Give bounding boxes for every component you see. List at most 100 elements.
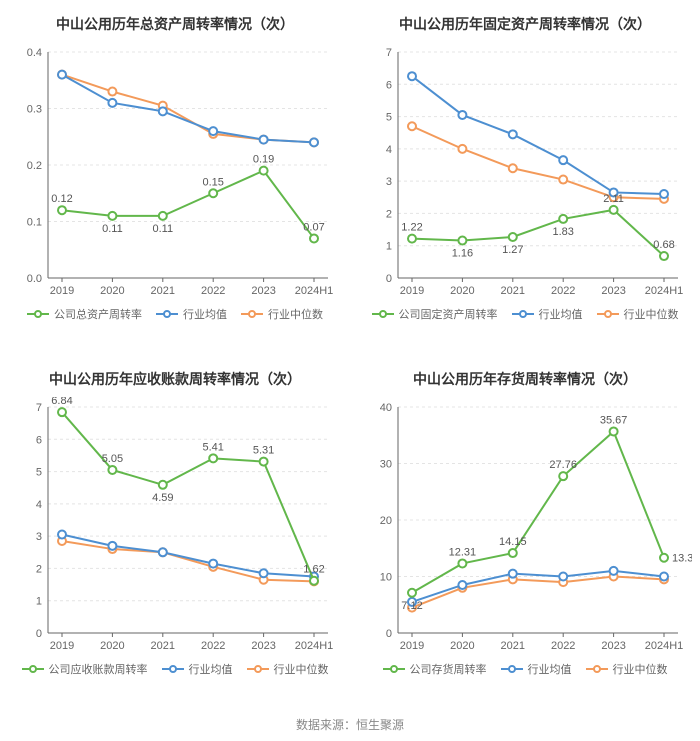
legend-item: 行业中位数	[247, 661, 329, 677]
legend-item: 行业中位数	[241, 306, 323, 322]
legend-label: 公司总资产周转率	[54, 306, 142, 322]
svg-text:27.76: 27.76	[549, 459, 577, 471]
svg-text:0.15: 0.15	[202, 176, 223, 188]
legend-marker-icon	[383, 663, 405, 675]
svg-text:5.31: 5.31	[253, 445, 274, 457]
svg-text:2023: 2023	[601, 285, 625, 297]
svg-text:14.15: 14.15	[499, 536, 527, 548]
svg-text:6: 6	[36, 434, 42, 446]
svg-text:2020: 2020	[450, 640, 474, 652]
svg-text:2024H1: 2024H1	[295, 285, 334, 297]
svg-text:5: 5	[386, 112, 392, 124]
legend-item: 行业均值	[512, 306, 583, 322]
legend-label: 行业中位数	[624, 306, 679, 322]
svg-text:12.31: 12.31	[449, 546, 477, 558]
svg-text:2022: 2022	[551, 285, 575, 297]
svg-text:2024H1: 2024H1	[295, 640, 334, 652]
svg-text:35.67: 35.67	[600, 414, 628, 426]
source-text: 数据来源：恒生聚源	[0, 710, 700, 741]
svg-text:2023: 2023	[601, 640, 625, 652]
svg-text:7.12: 7.12	[401, 600, 422, 612]
legend-marker-icon	[586, 663, 608, 675]
legend-label: 行业均值	[539, 306, 583, 322]
svg-text:0.1: 0.1	[27, 217, 42, 229]
svg-text:1.22: 1.22	[401, 222, 422, 234]
plot-area: 01234567201920202021202220232024H11.221.…	[358, 42, 692, 302]
svg-text:0: 0	[386, 628, 392, 640]
legend-item: 公司总资产周转率	[27, 306, 142, 322]
chart-title: 中山公用历年应收账款周转率情况（次）	[8, 369, 342, 389]
svg-text:2020: 2020	[100, 640, 124, 652]
svg-text:2019: 2019	[400, 285, 424, 297]
panel-receivables: 中山公用历年应收账款周转率情况（次） 012345672019202020212…	[0, 355, 350, 710]
svg-text:3: 3	[36, 531, 42, 543]
svg-text:2019: 2019	[400, 640, 424, 652]
svg-text:5.41: 5.41	[202, 441, 223, 453]
svg-text:6.84: 6.84	[51, 397, 72, 407]
legend-item: 行业均值	[501, 661, 572, 677]
svg-text:2022: 2022	[551, 640, 575, 652]
svg-text:1: 1	[36, 596, 42, 608]
svg-text:0.68: 0.68	[653, 239, 674, 251]
legend-marker-icon	[512, 308, 534, 320]
svg-text:0.3: 0.3	[27, 104, 42, 116]
legend: 公司存货周转率 行业均值 行业中位数	[358, 661, 692, 677]
legend-marker-icon	[22, 663, 44, 675]
legend-marker-icon	[597, 308, 619, 320]
legend: 公司总资产周转率 行业均值 行业中位数	[8, 306, 342, 322]
legend-item: 公司应收账款周转率	[22, 661, 148, 677]
svg-text:0: 0	[386, 273, 392, 285]
legend-label: 行业中位数	[274, 661, 329, 677]
svg-text:0.2: 0.2	[27, 160, 42, 172]
legend-label: 公司存货周转率	[410, 661, 487, 677]
plot-area: 010203040201920202021202220232024H17.121…	[358, 397, 692, 657]
svg-text:0.12: 0.12	[51, 193, 72, 205]
svg-text:2023: 2023	[251, 640, 275, 652]
legend-item: 公司固定资产周转率	[372, 306, 498, 322]
legend: 公司固定资产周转率 行业均值 行业中位数	[358, 306, 692, 322]
svg-text:4: 4	[36, 499, 42, 511]
legend-item: 行业中位数	[586, 661, 668, 677]
legend-marker-icon	[162, 663, 184, 675]
legend-label: 行业均值	[183, 306, 227, 322]
svg-text:2020: 2020	[100, 285, 124, 297]
legend-item: 行业中位数	[597, 306, 679, 322]
svg-text:2022: 2022	[201, 285, 225, 297]
svg-text:2021: 2021	[501, 285, 525, 297]
legend-marker-icon	[372, 308, 394, 320]
legend-marker-icon	[156, 308, 178, 320]
svg-text:40: 40	[380, 402, 392, 414]
svg-text:0.0: 0.0	[27, 273, 42, 285]
svg-text:13.32: 13.32	[672, 553, 692, 565]
svg-text:2021: 2021	[501, 640, 525, 652]
legend-marker-icon	[27, 308, 49, 320]
svg-text:7: 7	[36, 402, 42, 414]
chart-title: 中山公用历年总资产周转率情况（次）	[8, 14, 342, 34]
legend-marker-icon	[247, 663, 269, 675]
line-chart-svg: 01234567201920202021202220232024H16.845.…	[8, 397, 342, 657]
legend-item: 行业均值	[162, 661, 233, 677]
line-chart-svg: 0.00.10.20.30.4201920202021202220232024H…	[8, 42, 342, 302]
svg-text:2023: 2023	[251, 285, 275, 297]
legend-item: 公司存货周转率	[383, 661, 487, 677]
line-chart-svg: 01234567201920202021202220232024H11.221.…	[358, 42, 692, 302]
legend-label: 行业均值	[189, 661, 233, 677]
svg-text:30: 30	[380, 459, 392, 471]
svg-text:7: 7	[386, 47, 392, 59]
svg-text:4: 4	[386, 144, 392, 156]
svg-text:2021: 2021	[151, 640, 175, 652]
svg-text:2019: 2019	[50, 640, 74, 652]
svg-text:0.11: 0.11	[153, 223, 174, 235]
plot-area: 01234567201920202021202220232024H16.845.…	[8, 397, 342, 657]
svg-text:0.11: 0.11	[102, 223, 123, 235]
legend-item: 行业均值	[156, 306, 227, 322]
chart-grid: 中山公用历年总资产周转率情况（次） 0.0 0.1 0.2 0.3 0.4 2019 202…	[0, 0, 700, 710]
svg-text:1: 1	[386, 241, 392, 253]
svg-text:6: 6	[386, 79, 392, 91]
panel-inventory: 中山公用历年存货周转率情况（次） 01020304020192020202120…	[350, 355, 700, 710]
svg-text:0.4: 0.4	[27, 47, 42, 59]
svg-text:1.62: 1.62	[303, 564, 324, 576]
svg-text:5: 5	[36, 467, 42, 479]
svg-text:2024H1: 2024H1	[645, 640, 684, 652]
legend-label: 行业中位数	[268, 306, 323, 322]
